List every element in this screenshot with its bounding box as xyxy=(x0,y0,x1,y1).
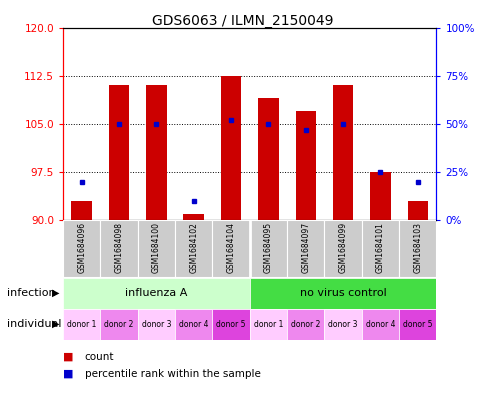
Bar xyxy=(63,309,100,340)
Text: GSM1684098: GSM1684098 xyxy=(114,222,123,273)
Bar xyxy=(295,111,316,220)
Text: donor 1: donor 1 xyxy=(253,320,283,329)
Text: donor 4: donor 4 xyxy=(365,320,394,329)
Text: donor 1: donor 1 xyxy=(67,320,96,329)
Text: donor 2: donor 2 xyxy=(290,320,320,329)
Bar xyxy=(71,201,92,220)
Bar xyxy=(398,309,436,340)
Bar xyxy=(63,278,249,309)
Text: count: count xyxy=(85,352,114,362)
Bar xyxy=(100,309,137,340)
Bar xyxy=(249,278,436,309)
Text: GSM1684095: GSM1684095 xyxy=(263,222,272,273)
Text: ■: ■ xyxy=(63,352,74,362)
Bar xyxy=(324,220,361,277)
Text: ■: ■ xyxy=(63,369,74,379)
Text: GSM1684103: GSM1684103 xyxy=(412,222,422,273)
Bar xyxy=(361,220,398,277)
Text: donor 4: donor 4 xyxy=(179,320,208,329)
Text: GSM1684104: GSM1684104 xyxy=(226,222,235,273)
Bar xyxy=(332,85,353,220)
Text: donor 5: donor 5 xyxy=(216,320,245,329)
Bar xyxy=(407,201,427,220)
Text: donor 5: donor 5 xyxy=(402,320,432,329)
Text: GSM1684096: GSM1684096 xyxy=(77,222,86,273)
Bar xyxy=(287,309,324,340)
Text: GSM1684099: GSM1684099 xyxy=(338,222,347,273)
Bar xyxy=(398,220,436,277)
Text: GSM1684100: GSM1684100 xyxy=(151,222,161,273)
Bar xyxy=(324,309,361,340)
Text: ▶: ▶ xyxy=(52,319,60,329)
Bar xyxy=(175,309,212,340)
Text: GSM1684097: GSM1684097 xyxy=(301,222,310,273)
Bar xyxy=(369,172,390,220)
Text: donor 2: donor 2 xyxy=(104,320,134,329)
Text: ▶: ▶ xyxy=(52,288,60,298)
Bar xyxy=(249,220,287,277)
Text: donor 3: donor 3 xyxy=(141,320,171,329)
Bar xyxy=(212,220,249,277)
Text: no virus control: no virus control xyxy=(299,288,386,298)
Text: GDS6063 / ILMN_2150049: GDS6063 / ILMN_2150049 xyxy=(151,14,333,28)
Bar xyxy=(249,309,287,340)
Text: donor 3: donor 3 xyxy=(328,320,357,329)
Text: infection: infection xyxy=(7,288,56,298)
Text: individual: individual xyxy=(7,319,61,329)
Bar xyxy=(146,85,166,220)
Bar xyxy=(183,214,204,220)
Bar xyxy=(287,220,324,277)
Bar xyxy=(137,220,175,277)
Bar xyxy=(220,75,241,220)
Bar xyxy=(361,309,398,340)
Text: percentile rank within the sample: percentile rank within the sample xyxy=(85,369,260,379)
Bar xyxy=(257,98,278,220)
Bar xyxy=(108,85,129,220)
Bar xyxy=(137,309,175,340)
Text: influenza A: influenza A xyxy=(125,288,187,298)
Text: GSM1684102: GSM1684102 xyxy=(189,222,198,273)
Text: GSM1684101: GSM1684101 xyxy=(375,222,384,273)
Bar xyxy=(175,220,212,277)
Bar xyxy=(100,220,137,277)
Bar xyxy=(212,309,249,340)
Bar xyxy=(63,220,100,277)
